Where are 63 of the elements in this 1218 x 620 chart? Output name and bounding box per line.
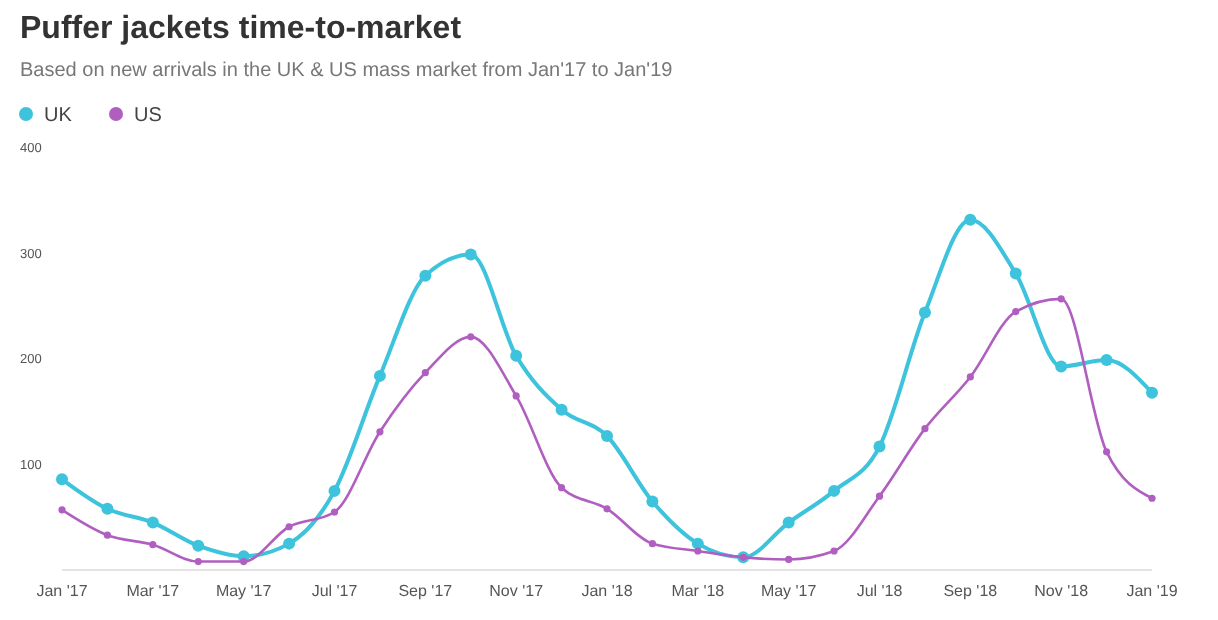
point [1146, 386, 1158, 399]
point [149, 541, 157, 549]
point [464, 248, 477, 261]
point [785, 555, 793, 564]
point [283, 537, 296, 550]
point [601, 430, 613, 443]
point [1012, 307, 1020, 316]
point [421, 369, 429, 377]
point [966, 373, 974, 381]
x-tick-label: Nov '17 [489, 582, 545, 600]
point [376, 428, 384, 436]
point [646, 495, 659, 508]
chart-subtitle: Based on new arrivals in the UK & US mass market from Jan'17 to Jan'19 [20, 60, 674, 82]
point [648, 540, 657, 548]
chart-title: Puffer jackets time-to-market [20, 12, 463, 46]
point [285, 523, 293, 531]
x-tick-label: Jul '17 [311, 582, 359, 600]
point [1100, 354, 1113, 367]
point [192, 539, 205, 552]
point [56, 473, 68, 486]
point [101, 502, 114, 515]
point [419, 269, 432, 282]
point [918, 306, 931, 319]
point [58, 506, 66, 514]
point [512, 392, 520, 400]
point [467, 333, 475, 341]
x-tick-label: May '17 [760, 582, 818, 600]
x-tick-label: Sep '17 [398, 582, 454, 600]
point [1102, 448, 1111, 456]
point [1055, 360, 1068, 373]
legend-label: US [134, 105, 163, 127]
point [240, 557, 248, 566]
point [146, 516, 159, 529]
point [510, 349, 523, 362]
point [875, 492, 884, 500]
point [964, 213, 977, 226]
legend-label: UK [44, 105, 73, 127]
point [828, 484, 841, 497]
point [373, 369, 386, 382]
x-tick-label: Mar '17 [126, 582, 181, 600]
point [873, 440, 886, 453]
point [555, 403, 568, 416]
point [557, 484, 566, 492]
point [830, 547, 838, 555]
point [603, 505, 611, 513]
point [1009, 267, 1022, 280]
x-tick-label: Sep '18 [943, 582, 999, 600]
x-tick-label: Jul '18 [856, 582, 904, 600]
x-tick-label: Jan '19 [1126, 582, 1179, 600]
point [194, 557, 202, 566]
point [782, 516, 795, 529]
point [1057, 295, 1065, 303]
point [694, 547, 702, 555]
point [328, 484, 341, 497]
x-tick-label: Nov '18 [1034, 582, 1090, 600]
x-tick-label: Jan '18 [581, 582, 634, 600]
point [330, 508, 339, 516]
x-tick-label: May '17 [215, 582, 273, 600]
point [921, 425, 929, 433]
x-tick-label: Mar '18 [671, 582, 726, 600]
point [1148, 494, 1156, 502]
point [103, 531, 112, 539]
x-tick-label: Jan '17 [36, 582, 89, 600]
